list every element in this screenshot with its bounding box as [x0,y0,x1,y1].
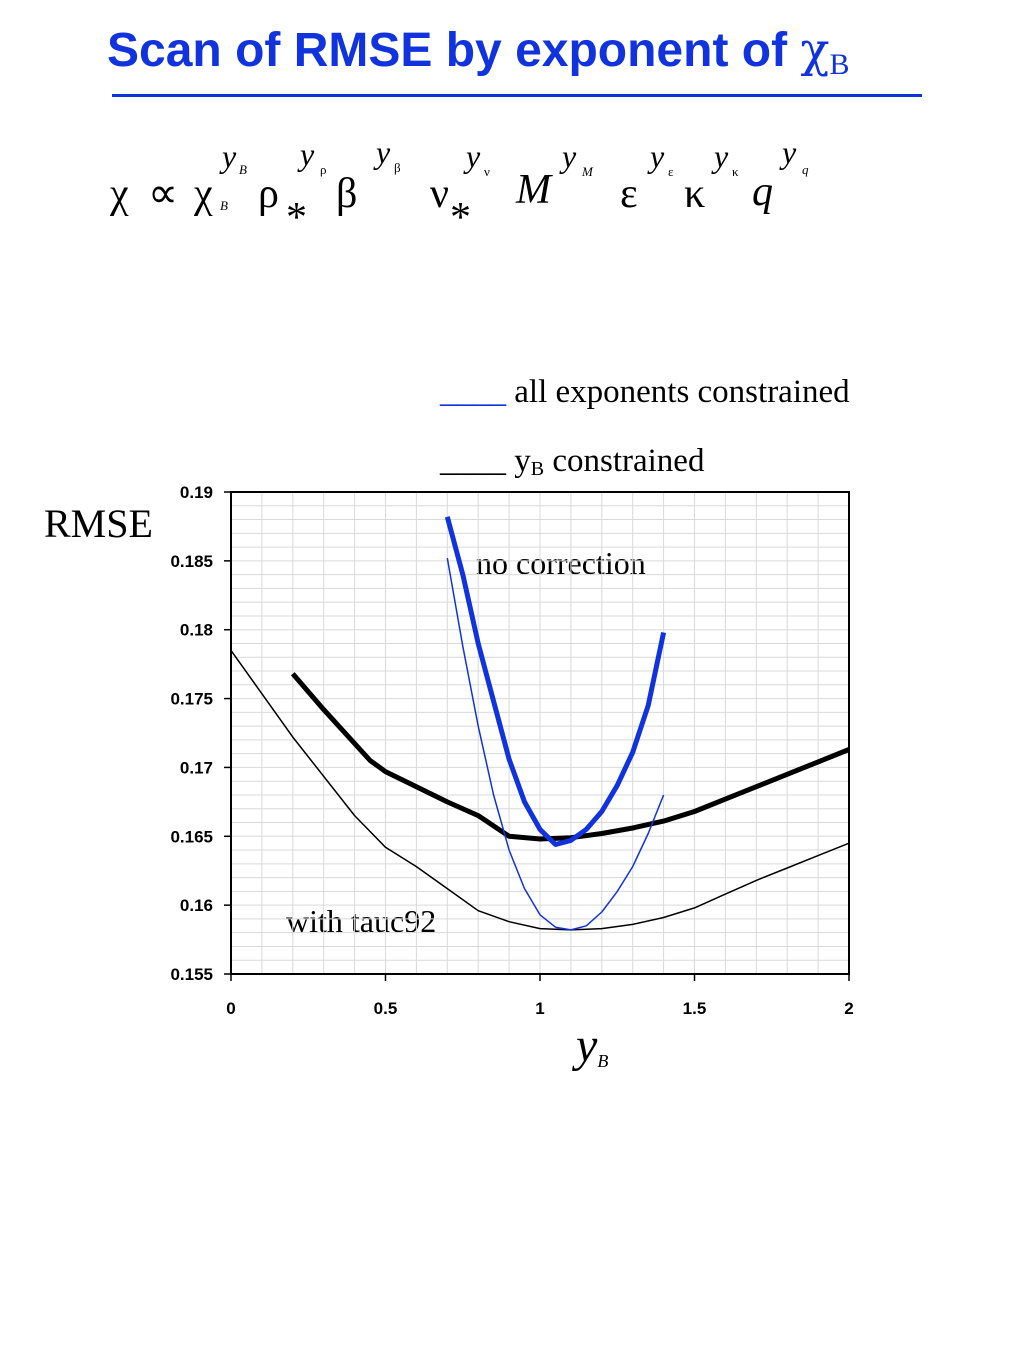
formula-beta: β [336,171,358,217]
y-tick-label: 0.175 [170,690,213,709]
grid [230,491,850,975]
title-underline [112,94,922,97]
formula-exp-nu: y [466,138,481,174]
y-tick-label: 0.185 [170,552,213,571]
legend-entry-yb-constrained: ____ yB constrained [440,443,704,481]
y-tick-label: 0.18 [180,621,213,640]
axis-ticks: 0.19 0.185 0.18 0.175 0.17 0.165 0.16 0.155 0 0.5… [170,483,853,1018]
series-line-thin-blue [446,557,665,931]
title-subscript: B [829,48,850,81]
formula-exp-eps: y [650,138,665,174]
x-tick-label: 2 [844,999,853,1018]
formula-nu-star: * [450,195,471,241]
formula-exp-q: y [782,134,797,170]
formula-q: q [752,169,773,215]
y-axis-label: RMSE [44,501,153,546]
y-tick-label: 0.155 [170,965,213,984]
title-chi-symbol: χ [800,22,830,78]
formula-rho-star: * [286,195,307,241]
x-tick-label: 0.5 [374,999,398,1018]
y-tick-label: 0.17 [180,758,213,777]
formula-exp-beta: y [376,134,391,170]
legend-label-2-prefix: y [514,443,531,479]
y-tick-label: 0.19 [180,483,213,502]
legend-entry-all-constrained: ____ all exponents constrained [440,374,850,411]
y-tick-label: 0.165 [170,827,213,846]
series-line-thick-blue [444,516,667,847]
formula-exp-kappa-sub: κ [732,164,739,179]
formula-eps: ε [620,171,638,217]
formula-propto: ∝ [148,171,179,217]
legend-line-black: ____ [440,443,506,479]
formula-chiB-sub: B [220,198,228,213]
formula-exp-nu-sub: ν [484,164,490,179]
legend-label-2-suffix: constrained [552,443,705,479]
scaling-formula: χ ∝ χ B y B ρ * y ρ β y β ν * y ν M y M … [110,132,870,241]
formula-exp-M: y [562,138,577,174]
formula-exp-rho-sub: ρ [320,162,327,177]
y-tick-label: 0.16 [180,896,213,915]
page-title: Scan of RMSE by exponent of χB [107,22,850,82]
x-tick-label: 0 [226,999,235,1018]
formula-exp-kappa: y [714,138,729,174]
formula-kappa: κ [684,171,706,217]
formula-M: M [516,167,551,213]
formula-exp-M-sub: M [582,164,593,179]
x-axis-label: yB [576,1018,608,1073]
legend-label-1: all exponents constrained [514,374,850,410]
legend-line-blue: ____ [440,374,506,410]
formula-exp-beta-sub: β [394,160,401,175]
formula-exp-B-sub: B [239,162,247,177]
title-text: Scan of RMSE by exponent of [107,24,801,77]
formula-rho: ρ [258,171,279,217]
formula-nu: ν [430,171,449,217]
x-tick-label: 1.5 [683,999,707,1018]
formula-chi: χ [110,171,129,217]
formula-chiB: χ [194,171,213,217]
legend-label-2-sub: B [530,458,545,480]
formula-exp-eps-sub: ε [668,164,674,179]
formula-exp-B: y [222,138,237,174]
formula-exp-rho: y [300,136,315,172]
x-axis-label-sub: B [597,1051,609,1071]
formula-exp-q-sub: q [802,162,809,177]
series-lines [230,516,850,931]
x-axis-label-main: y [576,1019,598,1072]
x-tick-label: 1 [535,999,544,1018]
